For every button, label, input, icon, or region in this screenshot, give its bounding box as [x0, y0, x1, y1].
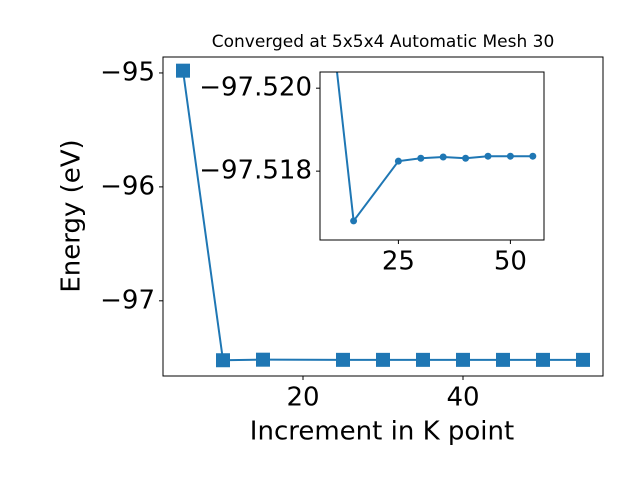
axes-frame: [319, 71, 545, 241]
data-point: [216, 353, 230, 368]
x-tick-label: 40: [446, 383, 479, 413]
data-line: [182, 70, 583, 362]
axes-frame: [162, 56, 604, 377]
data-point: [416, 352, 430, 367]
x-tick-label: 20: [286, 383, 319, 413]
data-point: [506, 152, 514, 160]
y-tick-label: −97.520: [199, 73, 312, 103]
chart-title: Converged at 5x5x4 Automatic Mesh 30: [212, 32, 555, 52]
data-point: [336, 352, 350, 367]
y-axis-label: Energy (eV): [57, 139, 87, 292]
data-point: [256, 352, 270, 367]
y-tick-label: −97.518: [199, 156, 312, 186]
data-point: [576, 352, 590, 367]
data-point: [394, 157, 402, 165]
data-point: [496, 352, 510, 367]
data-point: [176, 63, 190, 78]
data-point: [417, 154, 425, 162]
data-point: [484, 152, 492, 160]
data-point: [536, 352, 550, 367]
x-tick-label: 50: [494, 247, 527, 277]
plot-area: [176, 63, 590, 368]
x-axis-label: Increment in K point: [250, 417, 514, 447]
data-point: [456, 352, 470, 367]
data-point: [439, 153, 447, 161]
data-point: [376, 352, 390, 367]
x-tick-label: 25: [382, 247, 415, 277]
y-tick-label: −97: [100, 285, 155, 315]
plot-area: [336, 72, 537, 225]
y-tick-label: −95: [100, 57, 155, 87]
data-point: [529, 152, 537, 160]
y-tick-label: −96: [100, 171, 155, 201]
data-point: [462, 154, 470, 162]
data-point: [350, 217, 358, 225]
